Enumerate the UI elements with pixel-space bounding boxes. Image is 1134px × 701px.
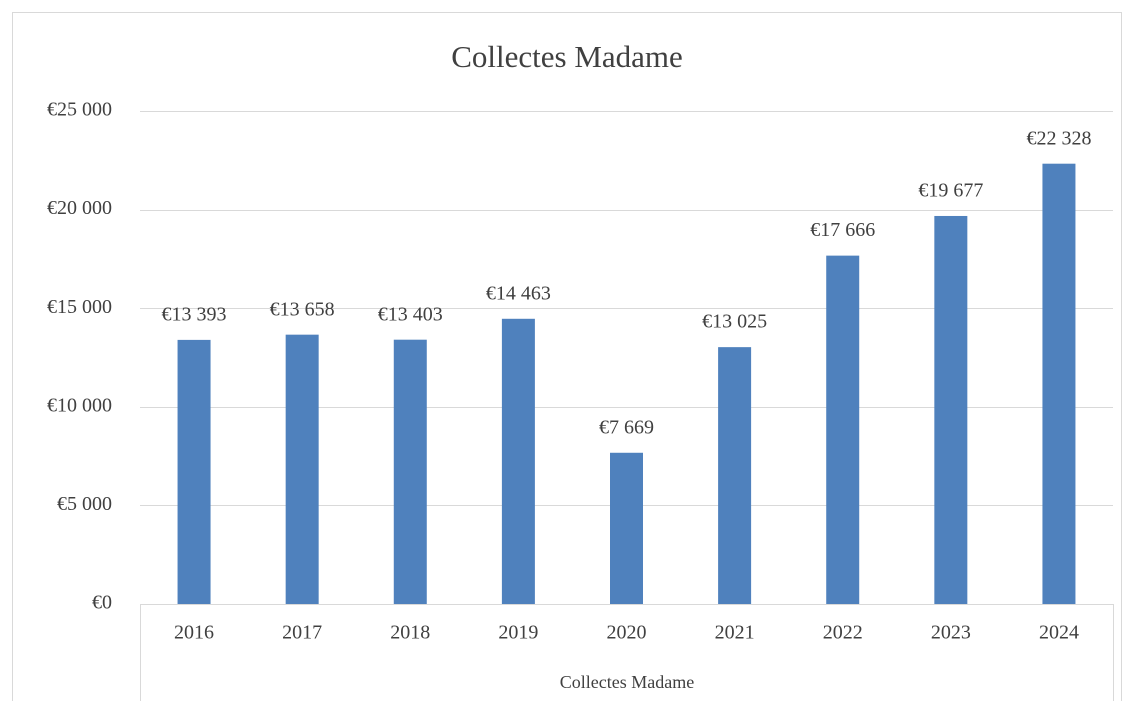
data-label: €22 328 [1026, 127, 1091, 149]
bar [393, 339, 427, 604]
y-tick-label: €25 000 [47, 99, 112, 121]
x-tick-label: 2018 [390, 622, 430, 644]
y-tick-label: €10 000 [47, 394, 112, 416]
data-label: €13 403 [378, 303, 443, 325]
data-label: €13 393 [162, 303, 227, 325]
bar [934, 215, 968, 605]
x-tick-label: 2020 [607, 622, 647, 644]
bar [718, 347, 752, 604]
x-tick-label: 2024 [1039, 622, 1079, 644]
bar [177, 339, 211, 604]
x-axis-title: Collectes Madame [560, 672, 694, 692]
x-tick-label: 2021 [715, 622, 755, 644]
x-tick-label: 2019 [498, 622, 538, 644]
bar [610, 452, 643, 604]
bar [501, 318, 535, 604]
y-tick-label: €5 000 [57, 493, 112, 515]
x-tick-label: 2022 [823, 622, 863, 644]
data-label: €13 658 [270, 298, 335, 320]
data-label: €14 463 [486, 282, 551, 304]
y-tick-label: €20 000 [47, 197, 112, 219]
y-tick-label: €0 [92, 592, 112, 614]
x-tick-label: 2017 [282, 622, 322, 644]
bar [285, 334, 319, 604]
bar [1042, 163, 1076, 604]
data-label: €19 677 [918, 180, 983, 202]
data-label: €7 669 [599, 416, 654, 438]
x-tick-label: 2023 [931, 622, 971, 644]
x-tick-label: 2016 [174, 622, 214, 644]
y-tick-label: €15 000 [47, 296, 112, 318]
chart-title: Collectes Madame [451, 39, 683, 74]
chart-border [12, 12, 1122, 701]
data-label: €13 025 [702, 311, 767, 333]
data-label: €17 666 [810, 219, 875, 241]
bar [826, 255, 860, 605]
